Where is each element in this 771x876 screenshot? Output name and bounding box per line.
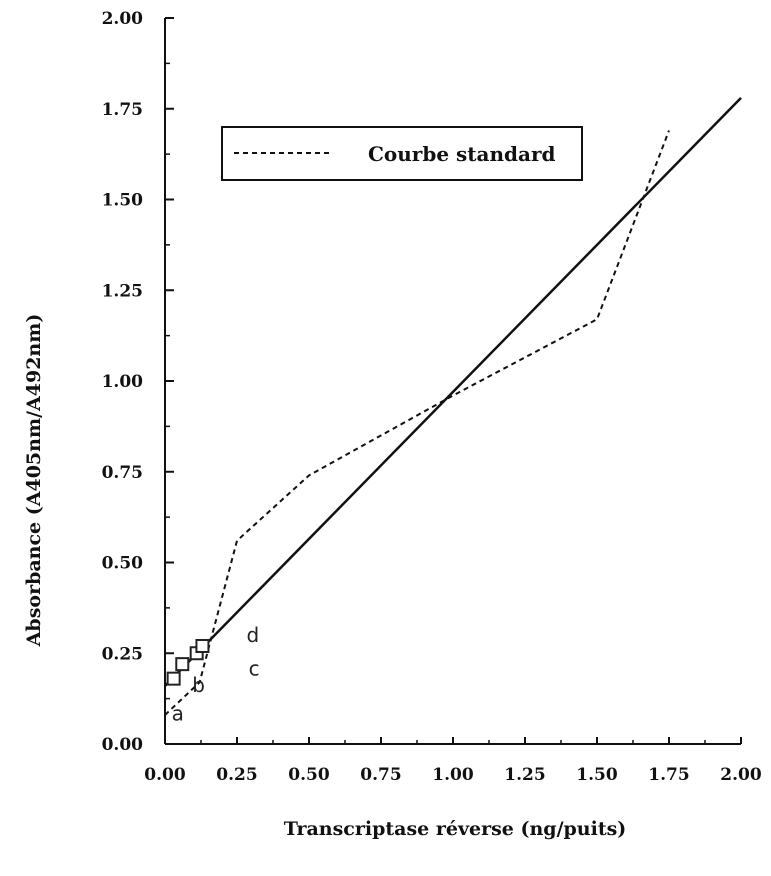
x-tick-label: 1.00 [432,765,474,785]
x-tick-label: 1.75 [648,765,689,785]
y-tick-label: 0.25 [102,644,143,664]
y-axis-ticks: 0.00 0.25 0.50 0.75 1.00 1.25 1.50 1.75 2.00 [102,9,174,755]
y-tick-label: 1.25 [102,281,143,301]
y-tick-label: 1.00 [102,372,144,392]
y-tick-label: 1.50 [102,191,144,211]
sample-point-b [175,657,190,672]
x-tick-label: 0.50 [288,765,330,785]
x-axis-ticks: 0.00 0.25 0.50 0.75 1.00 1.25 1.50 1.75 2.00 [144,737,762,785]
x-axis-title: Transcriptase réverse (ng/puits) [284,818,627,840]
y-axis-title: Absorbance (A405nm/A492nm) [23,314,45,648]
y-tick-label: 0.00 [102,735,144,755]
x-tick-label: 2.00 [720,765,762,785]
sample-point-a [166,671,181,686]
sample-label-b: b [192,673,205,697]
x-tick-label: 0.25 [216,765,257,785]
series-layer [164,97,742,716]
legend-label: Courbe standard [368,142,555,166]
sample-label-c: c [249,656,260,680]
points-layer: ab cd [166,623,260,726]
y-tick-label: 1.75 [102,100,143,120]
y-tick-label: 0.75 [102,463,143,483]
sample-label-d: d [246,623,259,647]
sample-label-a: a [172,702,184,726]
y-tick-label: 0.50 [102,554,144,574]
x-tick-label: 0.75 [360,765,401,785]
x-tick-label: 1.25 [504,765,545,785]
x-tick-label: 1.50 [576,765,618,785]
y-tick-label: 2.00 [102,9,144,29]
x-tick-label: 0.00 [144,765,186,785]
regression-line [164,97,742,687]
legend: Courbe standard [221,126,583,181]
standard-curve-line [164,130,670,716]
sample-point-d [195,638,210,653]
